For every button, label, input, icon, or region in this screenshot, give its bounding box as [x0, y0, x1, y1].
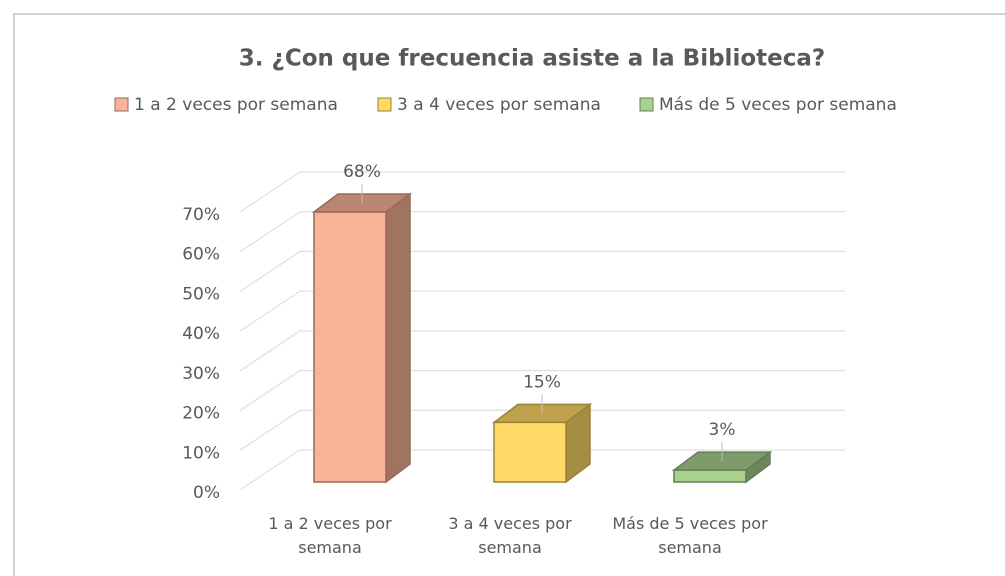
grid-line	[239, 290, 845, 332]
x-tick-label: Más de 5 veces por semana	[612, 514, 768, 557]
bar-front	[313, 211, 387, 483]
legend-label: 1 a 2 veces por semana	[134, 95, 338, 115]
grid-line	[239, 409, 845, 451]
data-label: 68%	[343, 162, 381, 182]
x-tick-label: 1 a 2 veces por semana	[268, 514, 392, 557]
bar-front	[673, 469, 747, 483]
y-tick-label: 30%	[182, 364, 220, 384]
y-tick-label: 70%	[182, 205, 220, 225]
y-tick-label: 60%	[182, 245, 220, 265]
y-tick-label: 40%	[182, 324, 220, 344]
legend-label: Más de 5 veces por semana	[659, 95, 897, 115]
y-tick-label: 10%	[182, 443, 220, 463]
bar	[671, 450, 773, 484]
x-tick-label: 3 a 4 veces por semana	[448, 514, 572, 557]
bar-side	[385, 192, 411, 484]
y-tick-label: 0%	[193, 483, 220, 503]
data-label: 15%	[523, 372, 561, 392]
legend-label: 3 a 4 veces por semana	[397, 95, 601, 115]
legend-swatch	[639, 97, 654, 112]
grid-line	[239, 449, 845, 491]
grid-line	[239, 211, 845, 253]
data-label: 3%	[709, 420, 736, 440]
legend-swatch	[377, 97, 392, 112]
grid-line	[239, 171, 845, 213]
bar	[311, 192, 413, 484]
grid-line	[239, 370, 845, 411]
legend-swatch	[114, 97, 129, 112]
y-tick-label: 20%	[182, 404, 220, 424]
y-tick-label: 50%	[182, 284, 220, 304]
bar	[491, 402, 593, 484]
grid-line	[239, 250, 845, 292]
chart-title: 3. ¿Con que frecuencia asiste a la Bibli…	[239, 46, 825, 72]
grid-line	[239, 330, 845, 372]
bar-front	[493, 421, 567, 483]
